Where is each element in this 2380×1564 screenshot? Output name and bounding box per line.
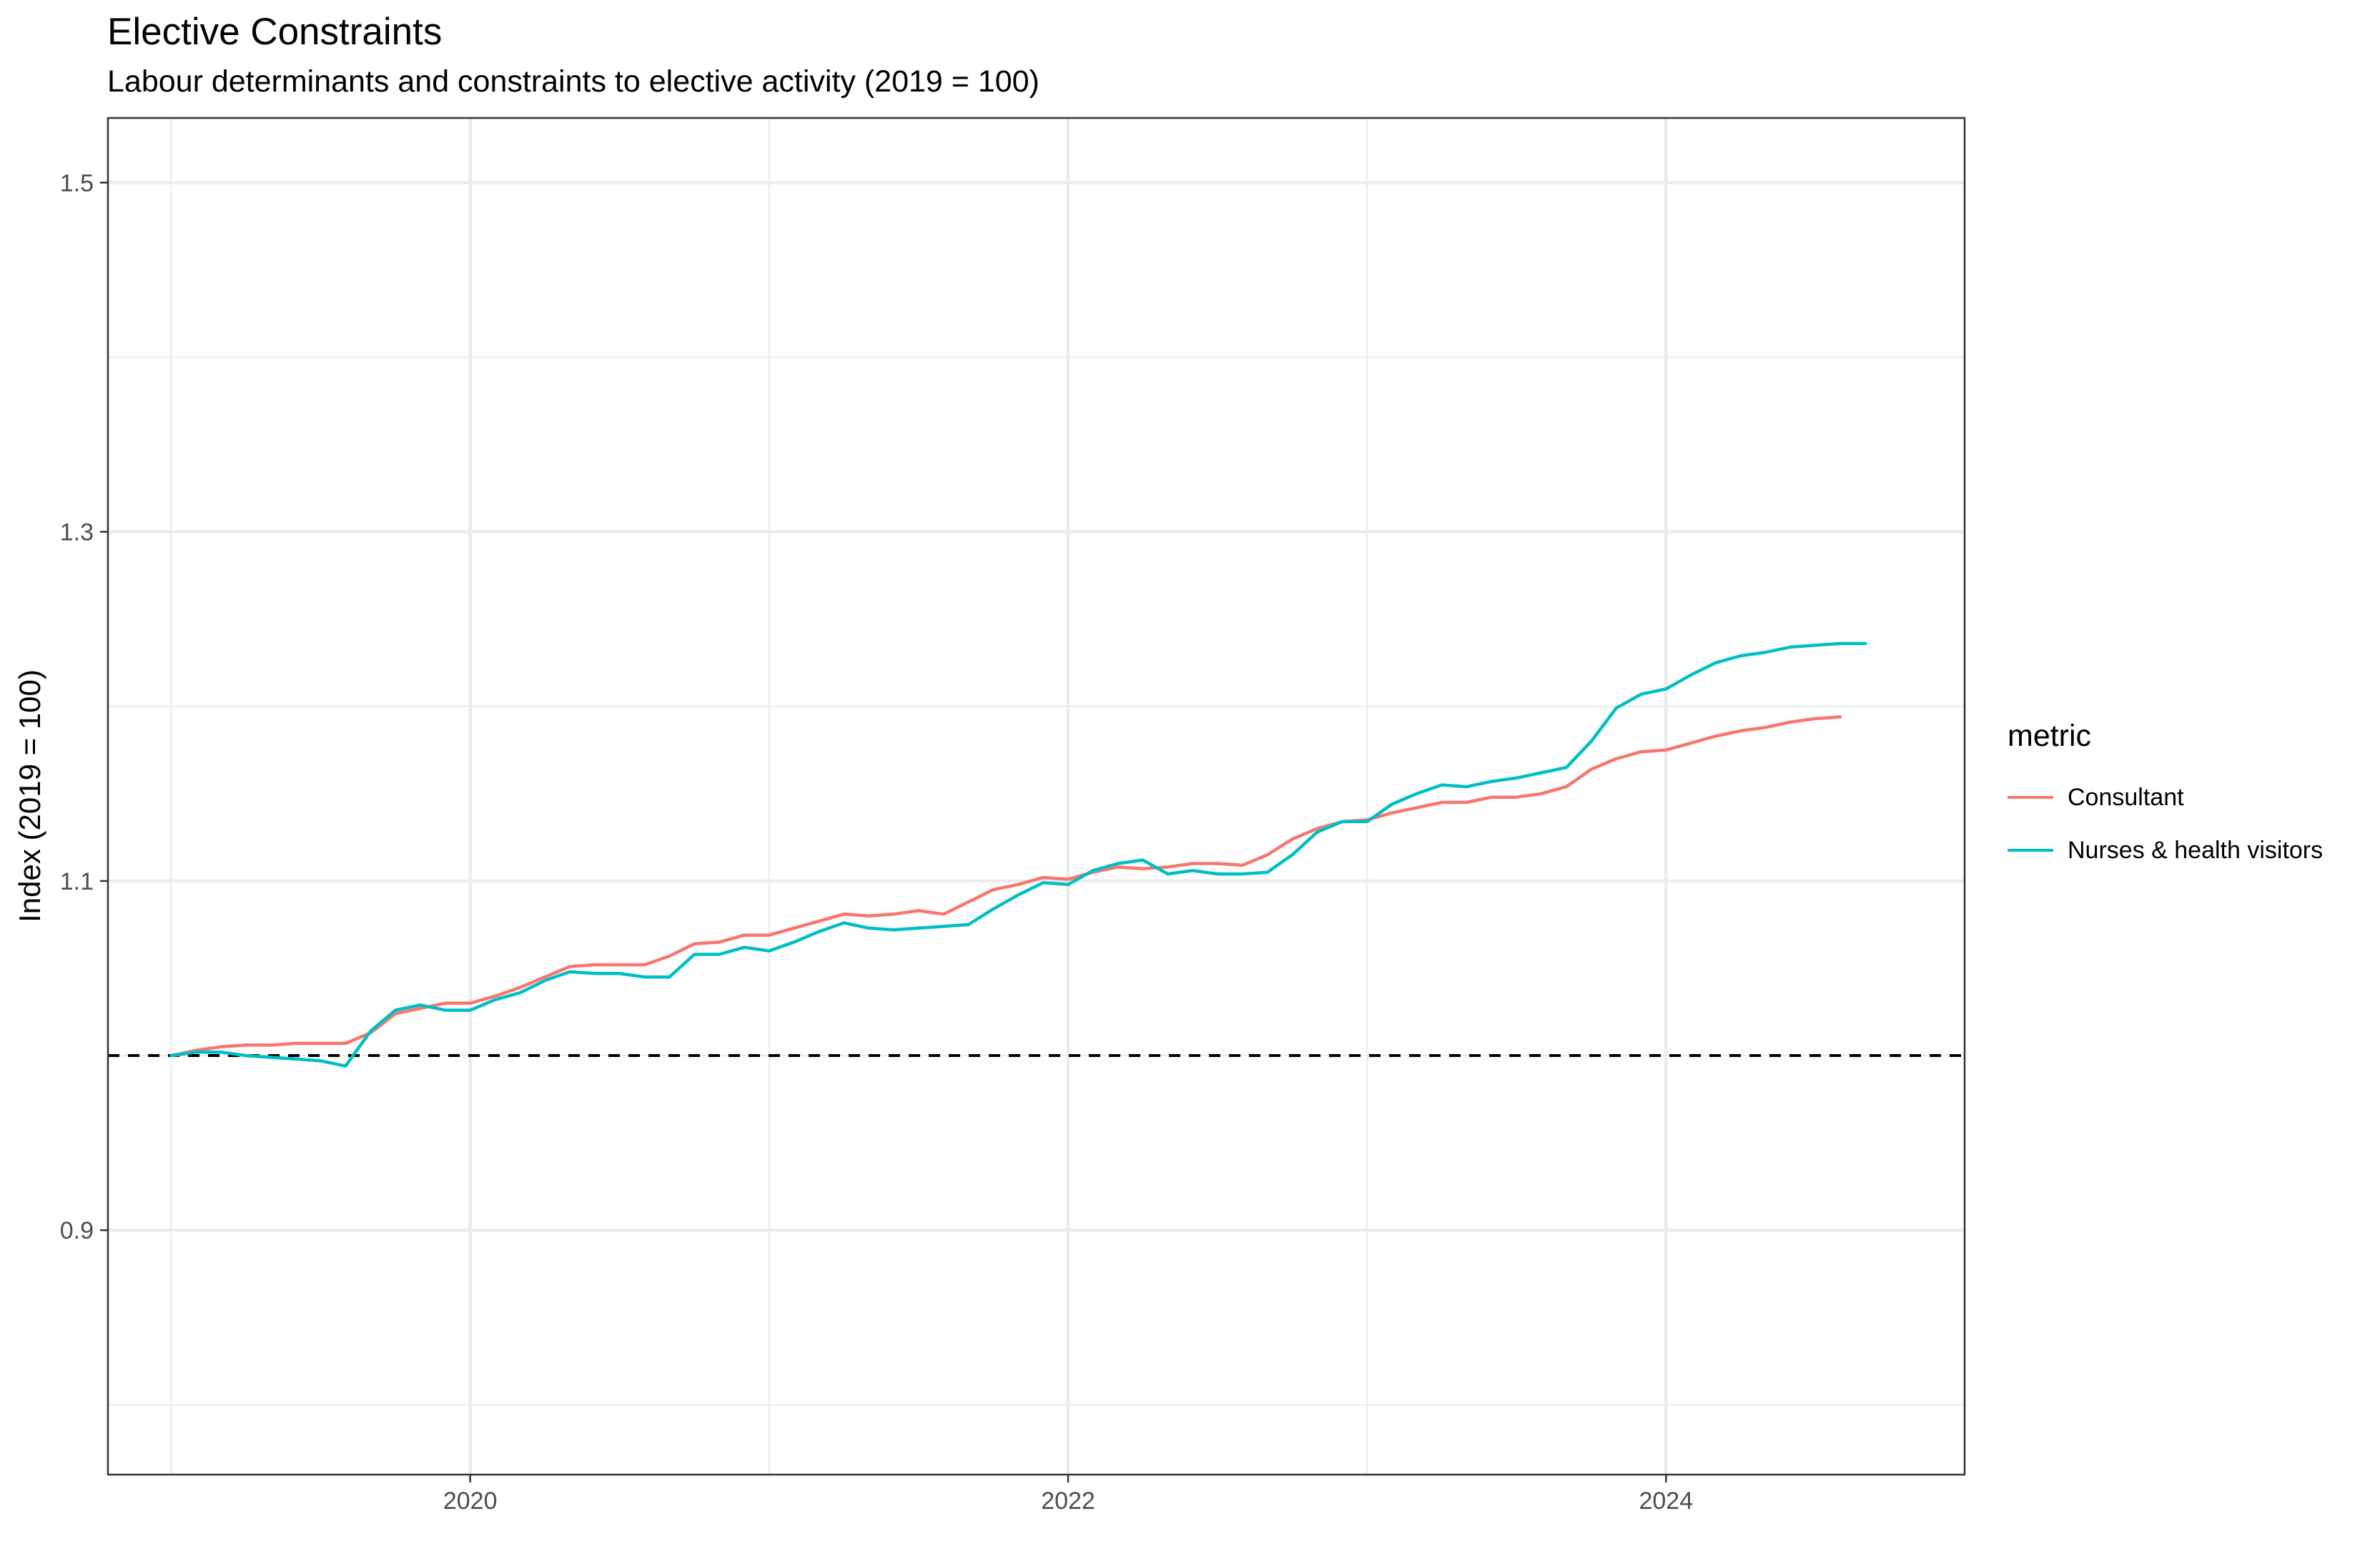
legend-key-nurses xyxy=(2008,849,2053,852)
legend-key-consultant xyxy=(2008,796,2053,799)
y-tick-label: 1.1 xyxy=(60,868,94,895)
legend-label: Nurses & health visitors xyxy=(2068,836,2324,864)
x-tick-label: 2024 xyxy=(1639,1487,1693,1515)
panel-border xyxy=(107,117,1966,1476)
x-axis: 2020 2022 2024 xyxy=(443,1475,1693,1515)
y-tick-label: 1.5 xyxy=(60,169,94,197)
legend-item-nurses: Nurses & health visitors xyxy=(2008,824,2323,877)
minor-gridlines xyxy=(108,118,1965,1475)
x-tick-label: 2020 xyxy=(443,1487,498,1515)
y-axis-title: Index (2019 = 100) xyxy=(13,669,46,923)
legend-label: Consultant xyxy=(2068,783,2184,811)
legend-item-consultant: Consultant xyxy=(2008,771,2323,824)
legend: metric Consultant Nurses & health visito… xyxy=(2008,715,2323,877)
series-group xyxy=(169,641,1867,1068)
legend-title: metric xyxy=(2008,719,2092,753)
y-tick-label: 0.9 xyxy=(60,1217,94,1244)
chart-subtitle: Labour determinants and constraints to e… xyxy=(107,64,1040,99)
y-axis: 0.9 1.1 1.3 1.5 xyxy=(60,169,108,1244)
y-tick-label: 1.3 xyxy=(60,519,94,546)
major-gridlines xyxy=(108,118,1965,1475)
x-tick-label: 2022 xyxy=(1041,1487,1095,1515)
chart-title: Elective Constraints xyxy=(107,11,443,53)
series-line-0 xyxy=(169,715,1842,1058)
series-line-1 xyxy=(169,641,1867,1068)
